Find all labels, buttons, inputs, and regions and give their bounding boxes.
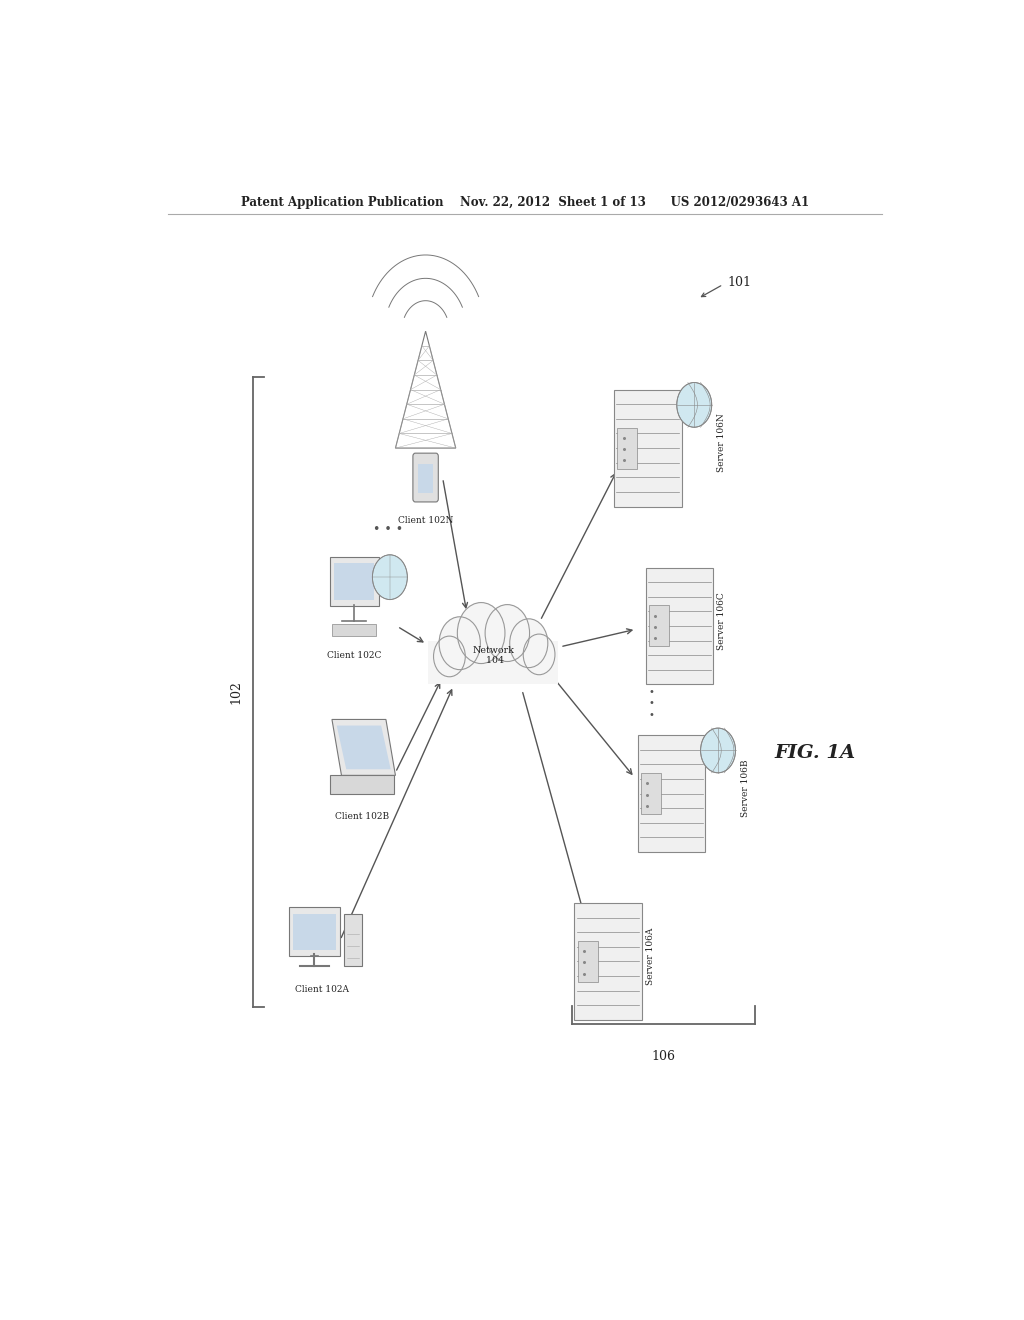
Circle shape	[485, 605, 529, 661]
Text: • • •: • • •	[373, 523, 403, 536]
FancyBboxPatch shape	[334, 562, 374, 599]
FancyBboxPatch shape	[413, 453, 438, 502]
Text: Server 106B: Server 106B	[741, 760, 750, 817]
Text: Server 106A: Server 106A	[646, 928, 654, 985]
Text: Server 106N: Server 106N	[717, 413, 726, 473]
FancyBboxPatch shape	[638, 735, 706, 853]
Text: Network
 104: Network 104	[472, 645, 514, 665]
FancyBboxPatch shape	[419, 465, 433, 492]
Circle shape	[523, 634, 555, 675]
Text: 102: 102	[229, 680, 243, 704]
Circle shape	[433, 636, 465, 677]
Text: 106: 106	[651, 1049, 676, 1063]
Text: Server 106C: Server 106C	[717, 591, 726, 649]
Circle shape	[439, 616, 480, 669]
FancyBboxPatch shape	[331, 775, 394, 793]
FancyBboxPatch shape	[574, 903, 642, 1020]
Circle shape	[373, 554, 408, 599]
FancyBboxPatch shape	[641, 774, 662, 814]
FancyBboxPatch shape	[617, 428, 638, 469]
FancyBboxPatch shape	[428, 642, 558, 684]
FancyBboxPatch shape	[344, 913, 361, 966]
Text: Client 102C: Client 102C	[327, 651, 381, 660]
Text: Patent Application Publication    Nov. 22, 2012  Sheet 1 of 13      US 2012/0293: Patent Application Publication Nov. 22, …	[241, 195, 809, 209]
FancyBboxPatch shape	[646, 568, 714, 684]
Text: 101: 101	[727, 276, 752, 289]
FancyBboxPatch shape	[614, 389, 682, 507]
Polygon shape	[332, 719, 395, 775]
Circle shape	[510, 619, 548, 668]
Text: Client 102B: Client 102B	[335, 812, 389, 821]
FancyBboxPatch shape	[578, 941, 598, 982]
Text: •
•
•: • • •	[649, 686, 654, 719]
FancyBboxPatch shape	[294, 913, 336, 950]
Circle shape	[677, 383, 712, 428]
Text: FIG. 1A: FIG. 1A	[775, 744, 856, 762]
Circle shape	[458, 602, 505, 664]
Circle shape	[700, 729, 735, 772]
Text: Client 102A: Client 102A	[296, 985, 349, 994]
FancyBboxPatch shape	[330, 557, 379, 606]
FancyBboxPatch shape	[333, 624, 376, 636]
FancyBboxPatch shape	[649, 606, 670, 647]
Text: Client 102N: Client 102N	[398, 516, 454, 525]
Polygon shape	[337, 726, 391, 770]
FancyBboxPatch shape	[289, 907, 340, 956]
